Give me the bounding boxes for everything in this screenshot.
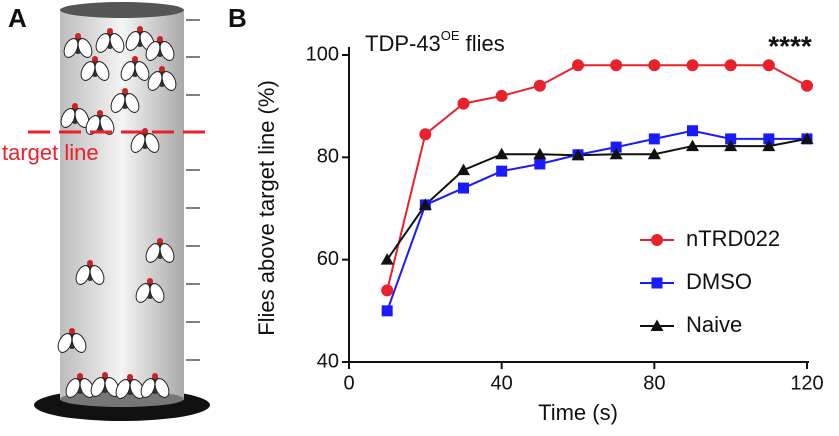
y-axis-label: Flies above target line (%) [254, 80, 279, 336]
data-point [495, 89, 508, 102]
x-tick-label: 0 [343, 372, 354, 394]
legend-marker [651, 234, 663, 246]
data-point [762, 59, 775, 72]
x-tick-label: 40 [491, 372, 513, 394]
data-point [533, 79, 546, 92]
y-tick-label: 80 [317, 146, 339, 168]
scale-ticks [186, 19, 200, 361]
data-point [380, 253, 394, 265]
title-suffix: flies [466, 31, 505, 56]
title-main: TDP-43 [365, 31, 441, 56]
data-point [763, 133, 775, 145]
legend-label: DMSO [686, 269, 752, 294]
data-point [800, 132, 814, 144]
data-point [609, 147, 623, 160]
data-point [724, 139, 738, 152]
chart-title: TDP-43OE flies [365, 28, 505, 55]
annotation: **** [768, 30, 812, 61]
series-line [386, 137, 808, 261]
data-point [496, 165, 508, 177]
data-point [724, 59, 737, 72]
data-point [419, 128, 432, 141]
series-line [386, 64, 808, 291]
data-point [458, 182, 469, 194]
data-point [381, 284, 394, 297]
legend-label: nTRD022 [686, 226, 780, 251]
data-point [610, 59, 623, 72]
data-point [418, 198, 432, 210]
x-axis-label: Time (s) [538, 400, 618, 425]
data-point [687, 125, 698, 137]
legend-marker [650, 319, 664, 331]
y-tick-label: 40 [317, 350, 339, 372]
data-point [686, 139, 699, 152]
series-line [386, 129, 807, 312]
data-point [457, 97, 470, 110]
panel-a: A target line [2, 2, 210, 421]
data-point [571, 148, 585, 161]
data-point [381, 305, 393, 317]
data-point [610, 141, 622, 153]
x-tick-label: 80 [643, 372, 665, 394]
data-point [762, 139, 776, 152]
data-point [533, 147, 547, 160]
data-point [648, 59, 661, 72]
panel-label: B [228, 3, 247, 33]
title-superscript: OE [441, 28, 460, 43]
target-label: target line [2, 140, 99, 165]
data-point [495, 147, 509, 160]
panel-label: A [8, 3, 27, 33]
data-point [457, 163, 470, 176]
data-point [647, 147, 661, 160]
data-point [725, 133, 737, 145]
data-point [534, 158, 546, 170]
y-tick-label: 100 [306, 43, 339, 65]
data-point [801, 79, 813, 92]
x-tick-label: 120 [790, 372, 823, 394]
y-tick-label: 60 [317, 248, 339, 270]
data-point [686, 59, 699, 72]
data-point [572, 59, 584, 72]
data-point [648, 133, 660, 145]
cylinder-top [60, 2, 184, 18]
legend-marker [651, 277, 663, 289]
legend-label: Naive [686, 312, 742, 337]
